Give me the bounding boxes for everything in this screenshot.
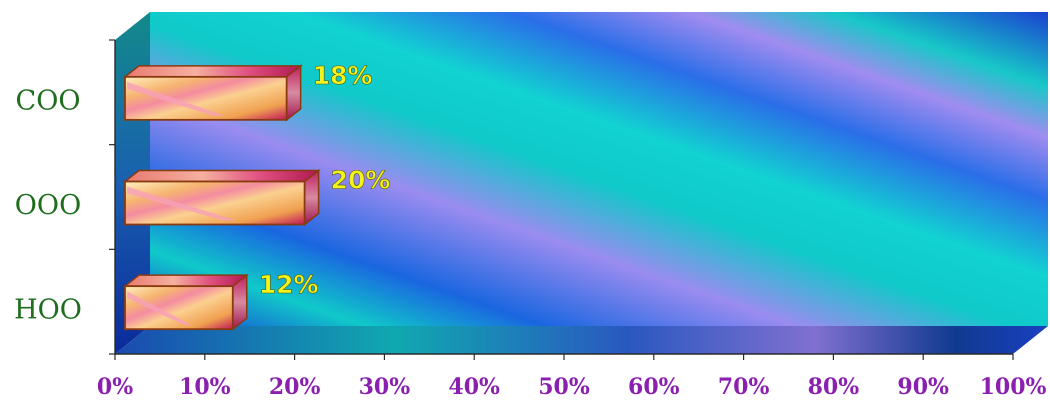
x-tick-label-60: 60% (628, 374, 680, 400)
x-tick-label-100: 100% (980, 374, 1047, 400)
category-label-ooo: OOO (15, 190, 81, 221)
x-tick-label-0: 0% (97, 374, 133, 400)
x-tick-label-80: 80% (808, 374, 860, 400)
bar-top-face (122, 274, 249, 287)
bar-ooo (122, 168, 321, 227)
category-labels: COO OOO HOO (14, 85, 82, 325)
bar-highlight-stripe (127, 186, 237, 221)
y-axis-ticks (109, 39, 115, 355)
bar-front-face (124, 75, 288, 121)
bar-series (122, 64, 321, 331)
bar-front-face (124, 180, 306, 226)
data-labels: 18% 20% 12% (258, 61, 391, 300)
x-tick-label-90: 90% (897, 374, 949, 400)
bar-coo (122, 64, 303, 122)
x-axis-ticks: 0% 10% 20% 30% 40% 50% 60% 70% 80% 90% 100% (97, 354, 1047, 400)
x-tick-label-50: 50% (538, 374, 590, 400)
chart-back-wall (150, 12, 1048, 326)
data-label-ooo: 20% (331, 166, 391, 195)
x-tick-label-10: 10% (179, 374, 231, 400)
x-tick-label-20: 20% (269, 374, 321, 400)
data-label-hoo: 12% (259, 270, 319, 299)
bar-top-face (122, 169, 321, 183)
chart-floor (115, 326, 1048, 354)
x-tick-label-40: 40% (448, 374, 500, 400)
data-label-coo: 18% (313, 61, 373, 90)
x-tick-label-70: 70% (718, 374, 770, 400)
bar-top-face (122, 65, 303, 78)
bar-front-face (124, 285, 234, 331)
bar-highlight-stripe (127, 291, 192, 326)
bar-highlight-stripe (127, 81, 226, 116)
category-label-coo: COO (16, 85, 81, 116)
bar-hoo (122, 273, 249, 331)
category-label-hoo: HOO (14, 295, 82, 326)
x-tick-label-30: 30% (359, 374, 411, 400)
